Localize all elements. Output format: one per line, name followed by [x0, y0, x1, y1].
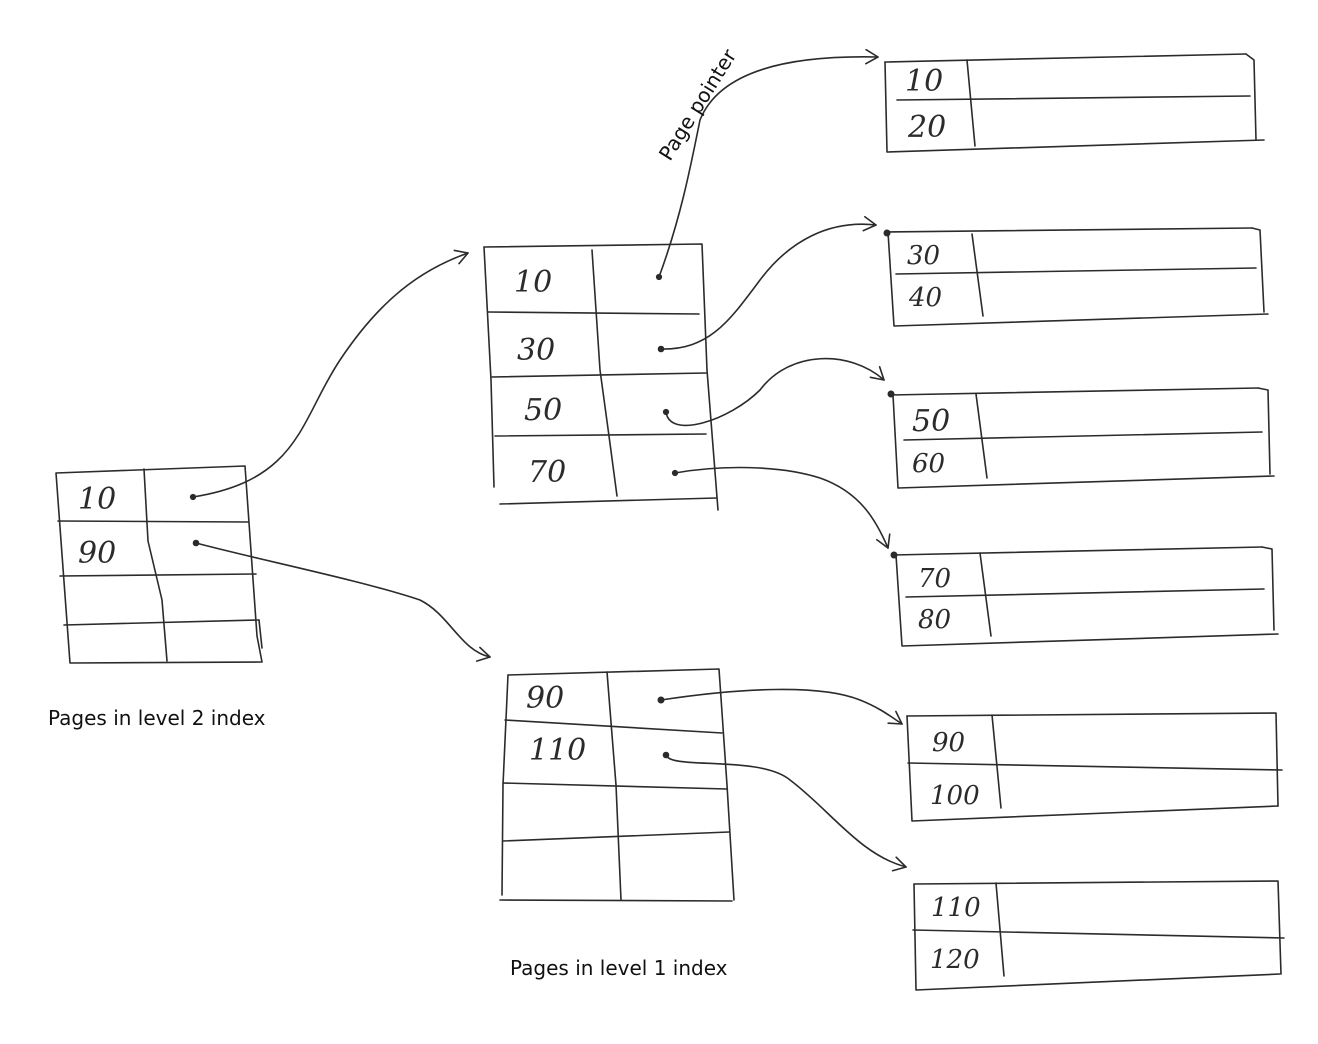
leaf-key: 120 [930, 945, 980, 975]
leaf-key: 70 [918, 564, 951, 594]
level2-key: 90 [78, 536, 116, 571]
arrow-30-to-leaf-2 [660, 215, 877, 350]
level1-page-b: 90 110 [499, 668, 735, 902]
leaf-key: 50 [912, 404, 950, 439]
leaf-key: 90 [932, 728, 965, 758]
level2-caption: Pages in level 2 index [48, 706, 266, 730]
leaf-key: 10 [905, 64, 943, 99]
level1-key: 70 [528, 455, 566, 490]
arrow-50-to-leaf-3 [665, 357, 885, 427]
level2-page: 10 90 [55, 465, 263, 664]
level2-key: 10 [78, 482, 116, 517]
level1-key: 30 [517, 333, 555, 368]
level1-page-a: 10 30 50 70 [483, 243, 719, 511]
leaf-page-5: 90 100 [906, 712, 1283, 822]
leaf-key: 40 [908, 283, 942, 313]
leaf-key: 20 [907, 110, 946, 145]
pointer-dot [883, 229, 891, 237]
leaf-key: 100 [930, 781, 980, 811]
arrow-10-to-leaf-1 [658, 48, 879, 278]
level1-caption: Pages in level 1 index [510, 956, 728, 980]
leaf-page-1: 10 20 [884, 53, 1265, 153]
leaf-page-2: 30 40 [883, 227, 1269, 327]
page-pointer-label: Page pointer [654, 44, 742, 164]
pointer-arrows [192, 48, 907, 872]
leaf-key: 110 [931, 893, 981, 923]
leaf-page-4: 70 80 [890, 546, 1279, 647]
arrow-110-to-leaf-6 [665, 754, 907, 872]
level1-key: 10 [514, 265, 552, 300]
level1-key: 50 [524, 393, 562, 428]
leaf-key: 30 [907, 241, 940, 271]
leaf-page-6: 110 120 [912, 880, 1285, 991]
pointer-dot [890, 551, 898, 559]
leaf-page-3: 50 60 [887, 387, 1275, 489]
pointer-dot [887, 390, 895, 398]
level1-key: 110 [529, 733, 586, 768]
arrow-level2-10-to-level1-a [192, 249, 469, 498]
leaf-key: 60 [912, 449, 945, 479]
arrow-70-to-leaf-4 [674, 466, 891, 549]
leaf-key: 80 [918, 605, 951, 635]
arrow-level2-90-to-level1-b [195, 542, 491, 662]
arrow-90-to-leaf-5 [660, 688, 903, 725]
level1-key: 90 [526, 681, 564, 716]
